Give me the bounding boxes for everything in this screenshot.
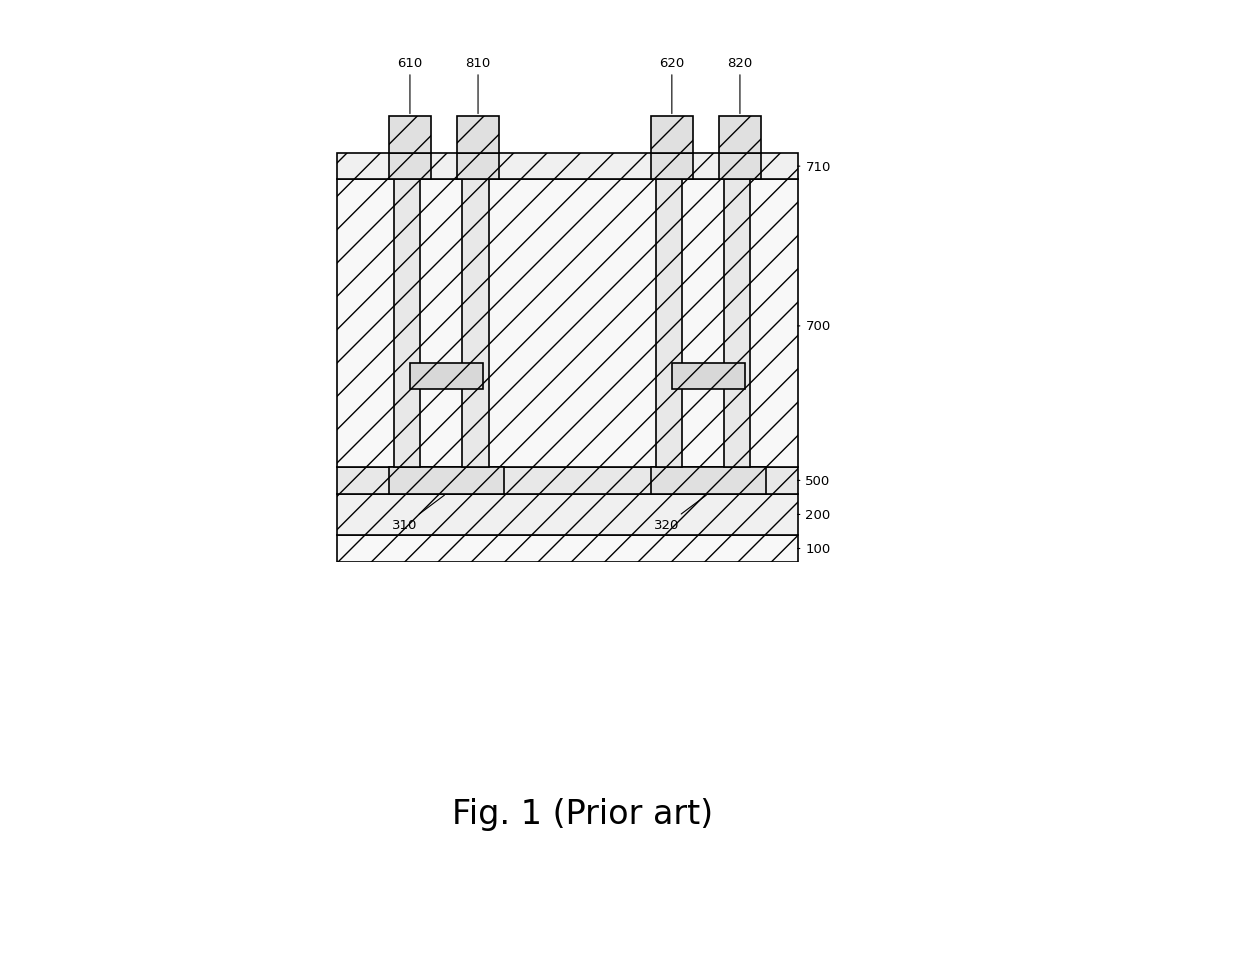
Bar bbox=[463, 180, 489, 468]
Bar bbox=[336, 494, 797, 536]
Text: 500: 500 bbox=[797, 475, 831, 487]
Bar bbox=[336, 536, 797, 562]
Bar bbox=[389, 117, 430, 154]
Bar bbox=[389, 154, 430, 180]
Bar bbox=[336, 468, 797, 494]
Bar bbox=[394, 180, 420, 468]
Bar bbox=[672, 363, 745, 390]
Text: 710: 710 bbox=[797, 161, 831, 173]
Bar bbox=[458, 117, 498, 154]
Bar bbox=[389, 468, 505, 494]
Text: 820: 820 bbox=[728, 57, 753, 114]
Text: 700: 700 bbox=[797, 320, 831, 333]
Bar bbox=[656, 180, 682, 468]
Bar bbox=[651, 117, 693, 154]
Bar bbox=[410, 363, 484, 390]
Bar bbox=[458, 154, 498, 180]
Bar bbox=[336, 154, 797, 180]
Text: 320: 320 bbox=[653, 496, 707, 532]
Text: 100: 100 bbox=[797, 543, 831, 555]
Bar bbox=[719, 154, 761, 180]
Text: 810: 810 bbox=[465, 57, 491, 114]
Bar bbox=[651, 468, 766, 494]
Text: 620: 620 bbox=[660, 57, 684, 114]
Bar bbox=[336, 180, 797, 468]
Bar bbox=[719, 117, 761, 154]
Text: Fig. 1 (Prior art): Fig. 1 (Prior art) bbox=[453, 797, 713, 830]
Text: 310: 310 bbox=[392, 496, 444, 532]
Text: 200: 200 bbox=[797, 509, 831, 521]
Text: 610: 610 bbox=[397, 57, 423, 114]
Bar bbox=[724, 180, 750, 468]
Bar bbox=[651, 154, 693, 180]
